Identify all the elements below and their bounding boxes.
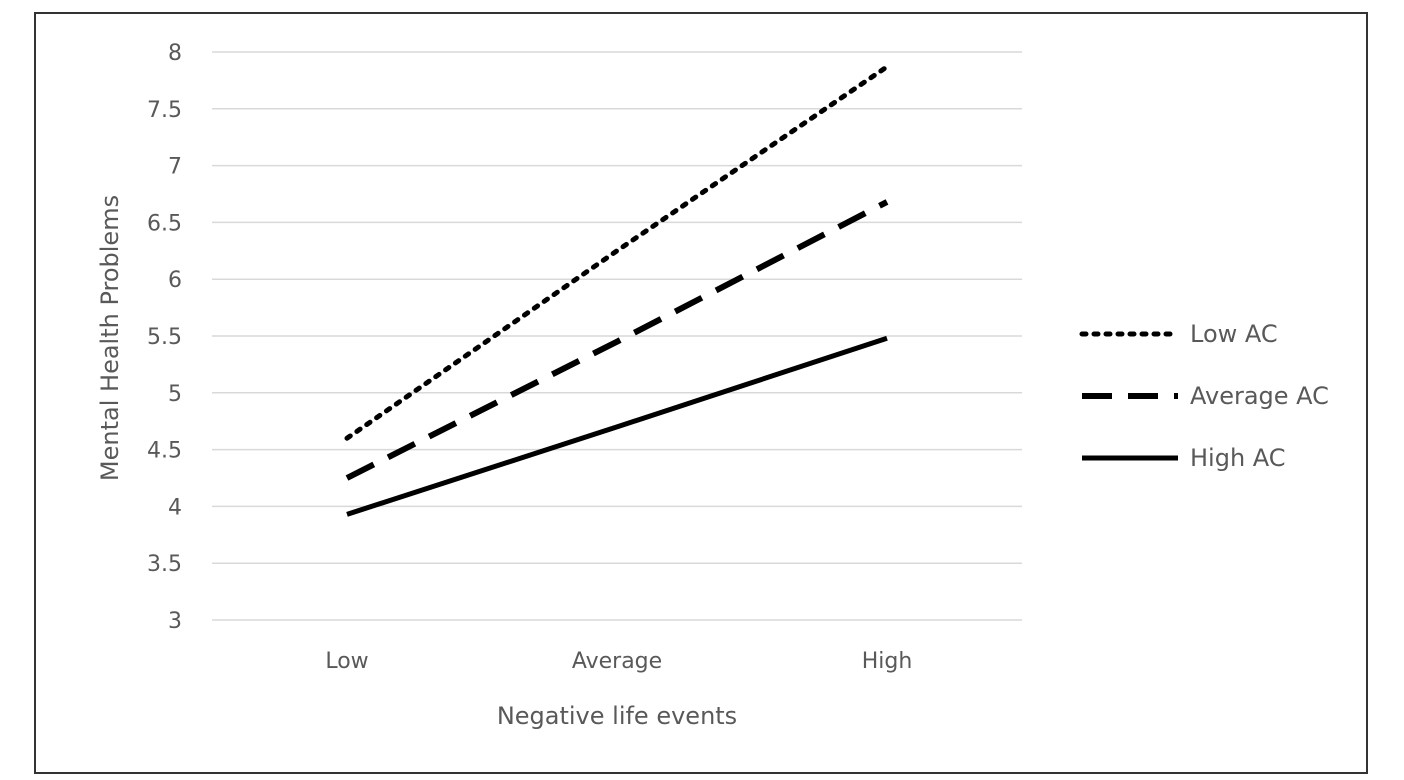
x-tick-label: High <box>862 649 913 674</box>
x-tick-label: Average <box>572 649 662 674</box>
y-axis-title: Mental Health Problems <box>96 195 124 481</box>
y-tick-label: 4.5 <box>147 439 182 464</box>
legend-label: High AC <box>1190 444 1286 472</box>
legend-label: Low AC <box>1190 320 1278 348</box>
series-lines <box>344 64 890 517</box>
x-axis-title: Negative life events <box>497 702 737 730</box>
y-tick-label: 6.5 <box>147 211 182 236</box>
y-tick-label: 6 <box>168 268 182 293</box>
legend: Low AC Average AC High AC <box>1079 320 1329 472</box>
y-tick-label: 3 <box>168 609 182 634</box>
legend-label: Average AC <box>1190 382 1329 410</box>
series-line-high-ac <box>346 335 888 517</box>
y-tick-label: 7 <box>168 155 182 180</box>
x-axis-tick-labels: Low Average High <box>325 649 912 674</box>
y-tick-label: 7.5 <box>147 98 182 123</box>
y-tick-label: 8 <box>168 41 182 66</box>
x-tick-label: Low <box>325 649 368 674</box>
y-tick-label: 3.5 <box>147 552 182 577</box>
y-tick-label: 5.5 <box>147 325 182 350</box>
gridlines <box>212 51 1022 621</box>
y-tick-label: 5 <box>168 382 182 407</box>
series-line-low-ac <box>344 64 890 441</box>
y-tick-label: 4 <box>168 495 182 520</box>
series-line-average-ac <box>345 199 889 481</box>
y-axis-tick-labels: 3 3.5 4 4.5 5 5.5 6 6.5 7 7.5 8 <box>147 41 182 634</box>
